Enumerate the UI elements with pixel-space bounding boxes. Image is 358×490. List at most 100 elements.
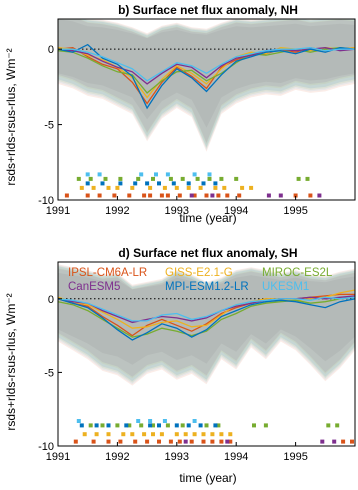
legend-entry-UKESM1: UKESM1 xyxy=(262,281,309,293)
y-tick-label: 0 xyxy=(48,294,54,306)
y-tick-label: -10 xyxy=(38,195,54,207)
marker-MIROC-ES2L xyxy=(76,176,81,181)
marker-GISS-E2.1-G xyxy=(106,185,111,190)
x-axis-label: time (year) xyxy=(179,471,236,485)
marker-GISS-E2.1-G xyxy=(228,432,233,437)
marker-GISS-E2.1-G xyxy=(183,432,188,437)
marker-IPSL-CM6A-LR xyxy=(168,439,173,444)
marker-MIROC-ES2L xyxy=(100,423,105,428)
marker-GISS-E2.1-G xyxy=(151,432,155,437)
y-tick-label: -5 xyxy=(44,367,54,379)
y-axis-label: rsds+rlds-rsus-rlus, Wm⁻² xyxy=(4,293,18,430)
marker-GISS-E2.1-G xyxy=(142,432,147,437)
marker-MPI-ESM1.2-LR xyxy=(213,181,218,186)
marker-GISS-E2.1-G xyxy=(130,432,135,437)
marker-CanESM5 xyxy=(317,193,322,198)
marker-IPSL-CM6A-LR xyxy=(225,193,230,198)
marker-IPSL-CM6A-LR xyxy=(210,439,215,444)
x-axis-label: time (year) xyxy=(179,211,236,225)
marker-MPI-ESM1.2-LR xyxy=(186,181,191,186)
marker-GISS-E2.1-G xyxy=(79,185,84,190)
marker-GISS-E2.1-G xyxy=(192,432,197,437)
marker-CanESM5 xyxy=(320,439,325,444)
marker-IPSL-CM6A-LR xyxy=(177,439,182,444)
marker-GISS-E2.1-G xyxy=(91,185,96,190)
marker-IPSL-CM6A-LR xyxy=(157,439,161,444)
series-line-UKESM1 xyxy=(58,47,355,82)
x-tick-label: 1991 xyxy=(46,205,70,217)
marker-GISS-E2.1-G xyxy=(222,185,227,190)
x-tick-label: 1995 xyxy=(283,451,307,463)
marker-IPSL-CM6A-LR xyxy=(145,439,150,444)
marker-MPI-ESM1.2-LR xyxy=(133,181,138,186)
marker-GISS-E2.1-G xyxy=(186,185,191,190)
marker-MIROC-ES2L xyxy=(335,423,340,428)
legend-entry-MPI-ESM1.2-LR: MPI-ESM1.2-LR xyxy=(165,281,249,293)
y-tick-label: 0 xyxy=(48,44,54,56)
marker-MIROC-ES2L xyxy=(168,176,173,181)
marker-IPSL-CM6A-LR xyxy=(219,439,224,444)
marker-IPSL-CM6A-LR xyxy=(97,193,102,198)
marker-MIROC-ES2L xyxy=(296,176,301,181)
y-tick-label: -5 xyxy=(44,120,54,132)
marker-MIROC-ES2L xyxy=(165,423,170,428)
marker-CanESM5 xyxy=(210,193,215,198)
marker-IPSL-CM6A-LR xyxy=(201,439,206,444)
marker-MIROC-ES2L xyxy=(88,176,93,181)
marker-GISS-E2.1-G xyxy=(198,185,203,190)
marker-GISS-E2.1-G xyxy=(201,432,206,437)
marker-IPSL-CM6A-LR xyxy=(308,193,313,198)
marker-MPI-ESM1.2-LR xyxy=(85,181,90,186)
panel-nh: b) Surface net flux anomaly, NH rsds+rld… xyxy=(4,3,356,225)
marker-MIROC-ES2L xyxy=(305,176,310,181)
marker-UKESM1 xyxy=(154,172,158,177)
legend-entry-GISS-E2.1-G: GISS-E2.1-G xyxy=(165,267,233,279)
marker-GISS-E2.1-G xyxy=(115,185,120,190)
series-line-MPI-ESM1.2-LR xyxy=(58,298,355,341)
marker-UKESM1 xyxy=(165,172,170,177)
marker-MIROC-ES2L xyxy=(234,176,239,181)
plot-area: 1991 1992 1993 1994 1995 0 -5 -10 IPSL-CM6A-LR GI… xyxy=(38,261,356,463)
marker-MIROC-ES2L xyxy=(115,423,120,428)
marker-IPSL-CM6A-LR xyxy=(228,439,233,444)
marker-MIROC-ES2L xyxy=(180,176,185,181)
series-line-CanESM5 xyxy=(58,295,355,324)
marker-MIROC-ES2L xyxy=(88,423,93,428)
marker-IPSL-CM6A-LR xyxy=(341,439,346,444)
panel-title: d) Surface net flux anomaly, SH xyxy=(118,246,297,260)
spread-band-CanESM5 xyxy=(58,268,355,377)
axes-box xyxy=(57,18,356,201)
marker-UKESM1 xyxy=(148,419,153,423)
marker-MIROC-ES2L xyxy=(103,176,108,181)
marker-MPI-ESM1.2-LR xyxy=(100,181,105,186)
marker-GISS-E2.1-G xyxy=(94,432,99,437)
y-axis-label: rsds+rlds-rsus-rlus, Wm⁻² xyxy=(4,48,18,185)
x-tick-label: 1994 xyxy=(224,205,248,217)
marker-MPI-ESM1.2-LR xyxy=(174,423,179,428)
marker-GISS-E2.1-G xyxy=(159,432,164,437)
y-tick-label: -10 xyxy=(38,441,54,453)
marker-MIROC-ES2L xyxy=(151,423,155,428)
marker-MPI-ESM1.2-LR xyxy=(157,181,161,186)
marker-GISS-E2.1-G xyxy=(148,185,153,190)
marker-CanESM5 xyxy=(266,193,271,198)
marker-MIROC-ES2L xyxy=(151,176,155,181)
marker-IPSL-CM6A-LR xyxy=(127,193,132,198)
ensemble-spread xyxy=(58,272,355,365)
marker-MIROC-ES2L xyxy=(139,423,144,428)
marker-IPSL-CM6A-LR xyxy=(142,193,147,198)
marker-IPSL-CM6A-LR xyxy=(159,193,164,198)
marker-GISS-E2.1-G xyxy=(130,185,135,190)
marker-IPSL-CM6A-LR xyxy=(177,193,182,198)
legend-entry-MIROC-ES2L: MIROC-ES2L xyxy=(262,267,333,279)
marker-IPSL-CM6A-LR xyxy=(91,439,96,444)
marker-CanESM5 xyxy=(225,439,230,444)
marker-GISS-E2.1-G xyxy=(174,185,179,190)
marker-IPSL-CM6A-LR xyxy=(148,193,153,198)
marker-MIROC-ES2L xyxy=(204,423,209,428)
series-line-CanESM5 xyxy=(58,47,355,85)
marker-GISS-E2.1-G xyxy=(219,432,224,437)
marker-UKESM1 xyxy=(76,419,81,423)
marker-UKESM1 xyxy=(192,172,197,177)
